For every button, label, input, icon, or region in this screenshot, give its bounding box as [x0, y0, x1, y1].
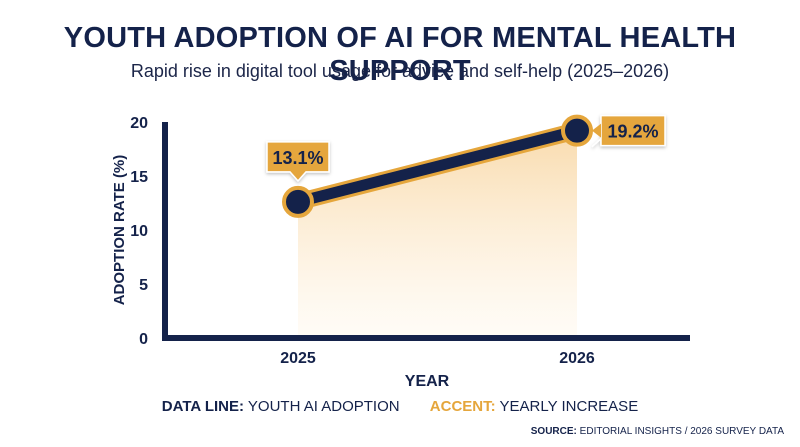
chart-subtitle: Rapid rise in digital tool usage for adv…	[130, 61, 670, 81]
source-value: EDITORIAL INSIGHTS / 2026 SURVEY DATA	[579, 426, 784, 437]
y-axis-title: ADOPTION RATE (%)	[111, 155, 128, 306]
y-tick-label: 10	[130, 223, 148, 240]
chart-legend: DATA LINE: YOUTH AI ADOPTION ACCENT: YEA…	[0, 398, 800, 415]
y-tick-label: 5	[139, 277, 148, 294]
y-tick-label: 20	[130, 115, 148, 132]
data-point	[561, 114, 593, 147]
x-axis-title: YEAR	[405, 373, 450, 390]
data-label-bubble	[266, 141, 330, 183]
data-point	[282, 185, 314, 218]
data-label-bubble	[591, 114, 666, 148]
data-label: 19.2%	[607, 122, 658, 142]
series-line	[292, 125, 583, 208]
chart-title: YOUTH ADOPTION OF AI FOR MENTAL HEALTH S…	[63, 22, 737, 87]
increase-area	[298, 130, 577, 338]
y-tick-label: 0	[139, 331, 148, 348]
data-label: 13.1%	[272, 148, 323, 168]
y-tick-label: 15	[130, 169, 148, 186]
legend-accent-value: YEARLY INCREASE	[499, 398, 639, 415]
x-tick-label: 2026	[559, 350, 595, 367]
data-label-pointer	[592, 123, 601, 138]
legend-line-key: DATA LINE:	[161, 398, 244, 415]
source-key: SOURCE:	[530, 426, 577, 437]
x-tick-label: 2025	[280, 350, 316, 367]
legend-line-value: YOUTH AI ADOPTION	[247, 398, 400, 415]
legend-accent-key: ACCENT:	[429, 398, 496, 415]
source-note: SOURCE: EDITORIAL INSIGHTS / 2026 SURVEY…	[531, 426, 784, 437]
